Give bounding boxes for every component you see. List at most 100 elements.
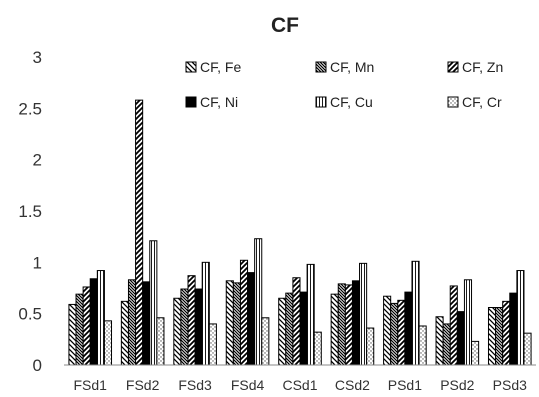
- bar-fsd3-mn: [180, 288, 189, 366]
- legend-swatch: [315, 96, 327, 108]
- y-tick-label: 0.5: [18, 305, 42, 324]
- bar-fsd1-zn: [82, 286, 91, 366]
- bar-fsd3-fe: [173, 297, 182, 366]
- bar-csd2-mn: [337, 283, 346, 366]
- bar-fsd4-mn: [232, 282, 241, 366]
- bar-psd1-mn: [390, 302, 399, 366]
- bar-psd3-cr: [523, 332, 532, 366]
- bar-fsd1-cr: [103, 320, 113, 366]
- x-tick-label: FSd1: [73, 377, 107, 393]
- bar-fsd1-mn: [75, 293, 84, 366]
- y-tick-label: 2: [33, 151, 42, 170]
- legend-swatch: [447, 96, 459, 108]
- x-tick-label: CSd1: [282, 377, 317, 393]
- y-tick-label: 1.5: [18, 202, 42, 221]
- bar-group-fsd1: [68, 270, 113, 366]
- bar-group-psd2: [435, 279, 480, 366]
- x-tick-label: PSd2: [440, 377, 474, 393]
- legend-swatch: [447, 61, 459, 73]
- legend-item: CF, Cr: [447, 94, 502, 110]
- bar-group-fsd4: [225, 238, 270, 366]
- y-tick-label: 1: [33, 253, 42, 272]
- y-tick-label: 0: [33, 356, 42, 375]
- bar-psd3-cu: [516, 270, 525, 366]
- bar-fsd4-cr: [261, 317, 270, 366]
- bar-psd2-cu: [463, 279, 473, 366]
- bar-fsd3-cu: [201, 261, 210, 366]
- legend: CF, Fe CF, Mn CF, Zn CF, Ni CF, Cu CF, Cr: [185, 59, 503, 110]
- legend-item: CF, Ni: [185, 94, 238, 110]
- bar-psd3-mn: [495, 307, 504, 366]
- bar-psd2-ni: [456, 311, 465, 366]
- bar-fsd2-zn: [135, 99, 144, 366]
- bar-csd2-cu: [359, 262, 368, 366]
- bar-psd3-ni: [509, 292, 518, 366]
- bar-csd1-zn: [292, 277, 301, 366]
- bar-csd2-cr: [366, 327, 375, 366]
- x-tick-label: FSd2: [126, 377, 160, 393]
- bar-fsd2-cu: [149, 240, 158, 366]
- bar-fsd2-ni: [142, 281, 151, 366]
- bar-psd2-mn: [442, 323, 451, 366]
- bar-group-psd3: [487, 270, 532, 366]
- bar-fsd4-cu: [254, 238, 263, 366]
- bar-psd1-cr: [418, 325, 427, 366]
- y-axis-ticks: 0 0.5 1 1.5 2 2.5 3: [18, 48, 42, 375]
- bar-group-csd2: [330, 262, 375, 366]
- bar-fsd3-zn: [187, 275, 196, 366]
- x-tick-label: FSd3: [178, 377, 212, 393]
- bar-csd1-cr: [313, 331, 322, 366]
- x-tick-label: PSd3: [493, 377, 527, 393]
- bar-fsd1-fe: [68, 303, 77, 366]
- bar-csd2-zn: [344, 284, 353, 366]
- bar-psd2-zn: [449, 285, 458, 366]
- bar-psd2-fe: [435, 316, 444, 366]
- bar-psd2-cr: [471, 340, 480, 366]
- chart-title: CF: [271, 14, 299, 37]
- legend-label: CF, Mn: [330, 59, 374, 75]
- legend-item: CF, Fe: [185, 59, 241, 75]
- legend-item: CF, Zn: [447, 59, 503, 75]
- bar-csd2-fe: [330, 293, 339, 366]
- bar-csd1-fe: [278, 297, 287, 366]
- bar-csd1-mn: [285, 292, 294, 366]
- x-tick-label: FSd4: [231, 377, 265, 393]
- x-tick-label: PSd1: [388, 377, 422, 393]
- bar-csd2-ni: [351, 280, 361, 366]
- x-tick-label: CSd2: [335, 377, 370, 393]
- bar-group-fsd2: [120, 99, 165, 366]
- bar-fsd4-ni: [247, 272, 256, 366]
- legend-swatch: [185, 61, 197, 73]
- bar-psd1-zn: [397, 299, 406, 366]
- bar-fsd3-ni: [194, 288, 203, 366]
- bar-psd3-zn: [502, 300, 511, 366]
- bar-psd1-ni: [404, 291, 413, 366]
- bar-fsd4-fe: [225, 280, 234, 366]
- bar-fsd1-cu: [96, 270, 105, 366]
- legend-swatch: [315, 61, 327, 73]
- bar-psd3-fe: [487, 307, 497, 366]
- bar-group-fsd3: [173, 261, 217, 366]
- bar-csd1-ni: [299, 291, 308, 366]
- bar-fsd3-cr: [208, 323, 217, 366]
- bar-fsd4-zn: [239, 259, 249, 366]
- legend-label: CF, Fe: [200, 59, 241, 75]
- bar-psd1-fe: [383, 295, 392, 366]
- legend-label: CF, Cr: [462, 94, 502, 110]
- bar-fsd1-ni: [89, 278, 98, 366]
- legend-swatch: [185, 96, 197, 108]
- bar-fsd2-fe: [120, 300, 129, 366]
- bar-csd1-cu: [306, 263, 315, 366]
- bar-fsd2-cr: [156, 317, 165, 366]
- bar-groups: [68, 99, 532, 366]
- x-axis-ticks: FSd1 FSd2 FSd3 FSd4 CSd1 CSd2 PSd1 PSd2 PSd3: [73, 377, 527, 393]
- bar-psd1-cu: [411, 260, 420, 366]
- legend-label: CF, Zn: [462, 59, 503, 75]
- y-tick-label: 3: [33, 48, 42, 67]
- legend-label: CF, Ni: [200, 94, 238, 110]
- legend-item: CF, Cu: [315, 94, 373, 110]
- legend-item: CF, Mn: [315, 59, 374, 75]
- bar-group-psd1: [383, 260, 427, 366]
- bar-fsd2-mn: [127, 279, 137, 366]
